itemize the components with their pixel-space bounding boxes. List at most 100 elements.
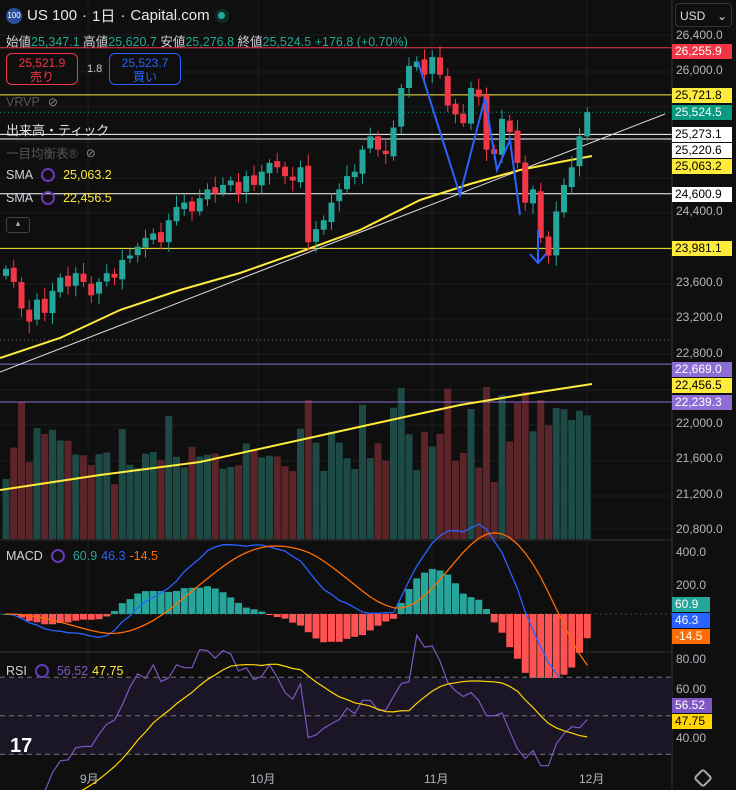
- buy-button[interactable]: 25,523.7 買い: [109, 53, 181, 85]
- m-pattern-drawing[interactable]: [417, 61, 521, 216]
- price-tag: 26,255.9: [672, 44, 732, 59]
- trend-line[interactable]: [0, 113, 666, 373]
- macd-hist-bar: [506, 614, 514, 648]
- candle-body: [220, 184, 226, 193]
- macd-hist-bar: [413, 578, 421, 614]
- price-axis-label: 26,000.0: [676, 63, 723, 78]
- candle-body: [80, 273, 87, 282]
- volume-bar: [266, 455, 273, 539]
- candle-body: [204, 189, 211, 200]
- candle-body: [584, 112, 591, 137]
- down-arrow-drawing[interactable]: [529, 230, 547, 265]
- price-tag: 22,669.0: [672, 361, 732, 377]
- macd-hist-bar: [351, 614, 359, 637]
- legend-sma-1[interactable]: SMA 25,063.2: [6, 168, 112, 182]
- candle-body: [568, 167, 575, 188]
- macd-hist-bar: [382, 614, 390, 622]
- macd-hist-bar: [72, 614, 80, 621]
- volume-bar: [328, 431, 335, 539]
- rsi-band: [0, 678, 672, 755]
- legend-ichimoku[interactable]: 一目均衡表® ⊘: [6, 143, 96, 162]
- volume-bar: [149, 452, 157, 539]
- macd-value: 46.3: [101, 549, 126, 563]
- volume-bar: [196, 456, 204, 539]
- legend-sma-2[interactable]: SMA 22,456.5: [6, 191, 112, 205]
- interval[interactable]: 1日: [92, 8, 116, 25]
- candle-body: [57, 277, 64, 293]
- candle-body: [553, 211, 560, 256]
- candle-body: [344, 176, 350, 190]
- candle-body: [452, 103, 459, 115]
- macd-hist-bar: [142, 591, 149, 614]
- symbol-header[interactable]: 100 US 100 · 1日 · Capital.com: [6, 5, 229, 26]
- volume-bar: [521, 392, 529, 539]
- candle-body: [413, 61, 420, 68]
- macd-hist-bar: [343, 614, 351, 639]
- volume-bar: [204, 454, 211, 539]
- candle-body: [537, 191, 544, 238]
- price-axis-label: 26,400.0: [676, 28, 723, 42]
- macd-hist-bar: [312, 614, 320, 639]
- symbol-logo: 100: [6, 7, 22, 24]
- macd-hist-bar: [165, 591, 173, 614]
- candle-body: [421, 59, 428, 75]
- candle-body: [289, 176, 296, 181]
- candle-body: [398, 87, 405, 127]
- candle-body: [212, 187, 219, 194]
- price-tag: 22,456.5: [672, 377, 732, 393]
- macd-hist-bar: [235, 602, 242, 614]
- volume-bar: [297, 428, 304, 539]
- currency-select[interactable]: USD ⌄: [675, 3, 732, 27]
- eye-hidden-icon[interactable]: ⊘: [47, 95, 58, 109]
- macd-hist-bar: [552, 614, 560, 679]
- time-axis-label: 12月: [579, 772, 605, 786]
- open-label: 始値: [6, 35, 32, 49]
- collapse-legend-button[interactable]: ▴: [6, 217, 30, 233]
- price-axis-label: 23,200.0: [676, 310, 723, 325]
- tradingview-logo[interactable]: 17: [10, 735, 33, 757]
- macd-hist-bar: [421, 572, 428, 614]
- rsi-label: RSI: [6, 664, 27, 678]
- eye-hidden-icon[interactable]: ⊘: [85, 145, 96, 160]
- candle-body: [196, 198, 203, 212]
- candle-body: [227, 180, 234, 186]
- macd-hist-bar: [188, 587, 196, 614]
- spread: 1.8: [87, 63, 103, 75]
- ichimoku-label: 一目均衡表®: [6, 147, 78, 161]
- price-axis-label: 22,800.0: [676, 345, 723, 360]
- sell-button[interactable]: 25,521.9 売り: [6, 53, 78, 85]
- volume-bar: [552, 408, 560, 539]
- volume-bar: [118, 429, 126, 539]
- legend-macd[interactable]: MACD 60.9 46.3 -14.5: [6, 549, 158, 563]
- macd-hist-bar: [483, 609, 490, 614]
- price-axis-label: 21,200.0: [676, 486, 723, 501]
- candle-body: [522, 162, 529, 203]
- volume-bar: [560, 409, 568, 539]
- volume-bar: [397, 388, 405, 539]
- macd-hist-bar: [134, 593, 142, 614]
- candle-body: [382, 150, 389, 155]
- legend-vrvp[interactable]: VRVP ⊘: [6, 95, 58, 109]
- volume-bar: [2, 479, 10, 539]
- time-axis-label: 10月: [250, 772, 276, 786]
- legend-rsi[interactable]: RSI 56.52 47.75: [6, 664, 123, 678]
- volume-bar: [545, 425, 552, 539]
- candle-body: [235, 181, 242, 194]
- volume-bar: [157, 460, 165, 539]
- candle-body: [88, 283, 95, 296]
- volume-bar: [498, 395, 506, 539]
- volume-bar: [219, 468, 227, 539]
- candle-body: [328, 202, 335, 223]
- candle-body: [181, 202, 188, 210]
- volume-bar: [18, 402, 25, 539]
- volume-bar: [25, 462, 33, 539]
- macd-hist-bar: [49, 614, 56, 625]
- volume-bar: [87, 465, 95, 539]
- candle-body: [576, 136, 583, 167]
- volume-bar: [64, 440, 72, 539]
- ohlc-readout: 始値25,347.1 高値25,620.7 安値25,276.8 終値25,52…: [6, 31, 408, 50]
- candle-body: [111, 273, 118, 278]
- macd-label: MACD: [6, 549, 43, 563]
- legend-volume[interactable]: 出来高・ティック: [6, 120, 109, 139]
